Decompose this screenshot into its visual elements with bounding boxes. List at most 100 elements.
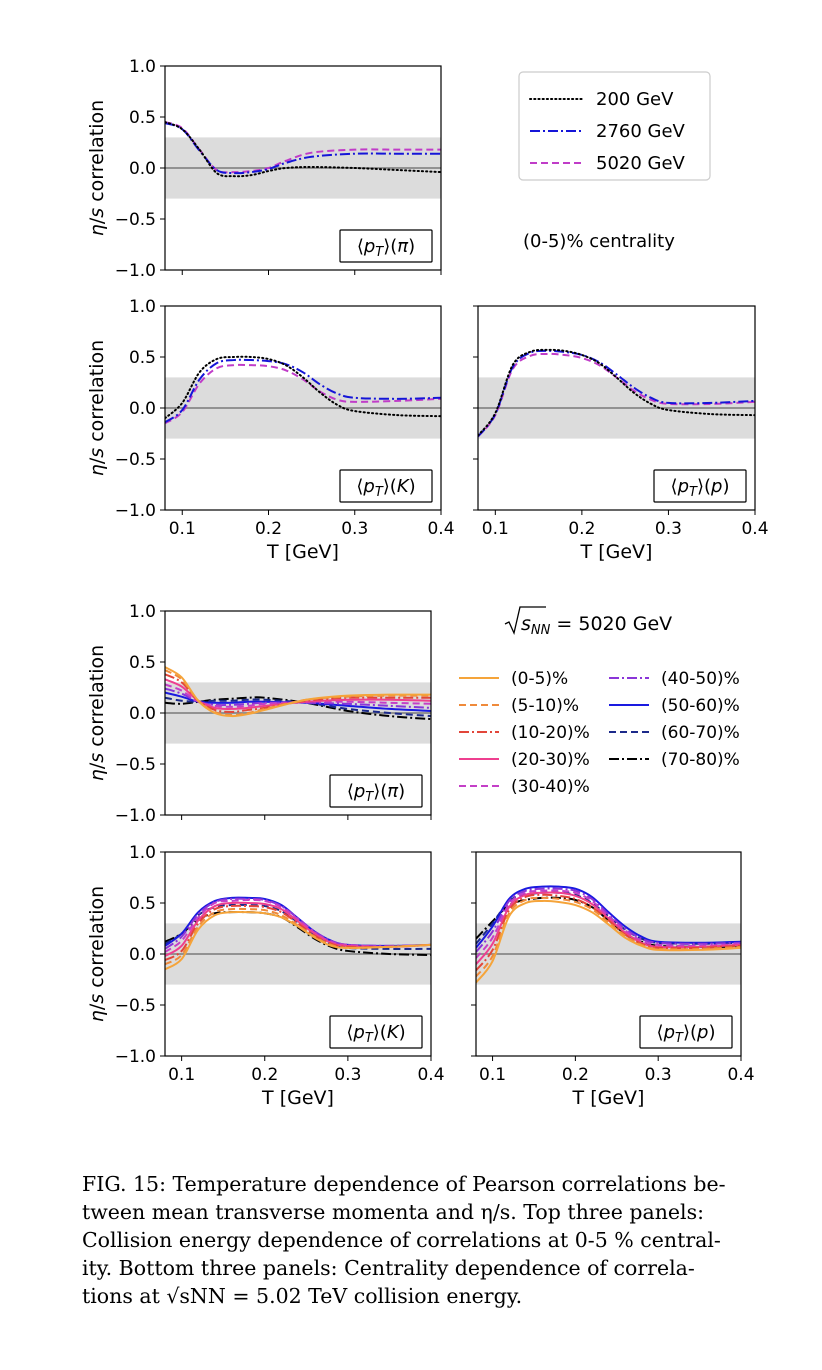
series-line--40-50-: [476, 887, 741, 953]
y-tick-label: 0.5: [129, 653, 156, 673]
caption-line-4: ity. Bottom three panels: Centrality dep…: [82, 1256, 695, 1280]
series-line-5020-gev: [478, 352, 755, 438]
panel-bottom-p: 0.1 0.2 0.3 0.4 T [GeV] ⟨pT⟩(p): [471, 851, 755, 1109]
x-axis-label: T [GeV]: [580, 541, 653, 563]
x-tick-label: 0.3: [334, 1065, 361, 1085]
centrality-note: (0-5)% centrality: [523, 231, 675, 252]
panel-top-K: 0.1 0.2 0.3 0.4 1.0 0.5 0.0 −0.5 −1.0 T [GeV] η/s …: [86, 297, 455, 563]
y-tick-label: 0.5: [129, 894, 156, 914]
y-tick-label: 1.0: [129, 297, 156, 317]
panel-label-box: [339, 229, 433, 263]
series-line-200-gev: [165, 355, 441, 420]
x-tick-label: 0.1: [482, 519, 509, 539]
series-line--10-20-: [165, 904, 431, 962]
y-tick-label: −0.5: [115, 996, 156, 1016]
panel-label: ⟨pT⟩(K): [346, 1022, 405, 1046]
series-line--40-50-: [165, 687, 431, 709]
series-line--0-5-: [165, 666, 431, 718]
caption-line-1: FIG. 15: Temperature dependence of Pears…: [82, 1172, 726, 1196]
series-line--60-70-: [165, 696, 431, 718]
x-tick-label: 0.4: [427, 519, 454, 539]
figure-caption: FIG. 15: Temperature dependence of Pears…: [82, 1170, 772, 1310]
legend-label--70-80-: (70-80)%: [661, 750, 740, 770]
x-tick-label: 0.2: [568, 519, 595, 539]
y-tick-label: 1.0: [129, 843, 156, 863]
x-tick-label: 0.2: [251, 1065, 278, 1085]
legend-label--60-70-: (60-70)%: [661, 723, 740, 743]
legend-label--50-60-: (50-60)%: [661, 696, 740, 716]
series-line--30-40-: [165, 683, 431, 708]
panel-label: ⟨pT⟩(p): [671, 476, 730, 500]
y-tick-label: −0.5: [115, 755, 156, 775]
y-axis-label: η/s correlation: [86, 100, 108, 236]
series-group: [478, 348, 755, 438]
x-tick-label: 0.3: [655, 519, 682, 539]
series-line--30-40-: [165, 898, 431, 953]
x-tick-label: 0.2: [562, 1065, 589, 1085]
series-line--20-30-: [476, 891, 741, 965]
series-line--50-60-: [165, 691, 431, 712]
series-line-2760-gev: [165, 122, 441, 175]
energy-label-text: sNN = 5020 GeV: [521, 613, 672, 638]
series-group: [165, 896, 431, 971]
series-line-5020-gev: [165, 363, 441, 425]
panel-top-p: 0.1 0.2 0.3 0.4 T [GeV] ⟨pT⟩(p): [473, 305, 769, 563]
series-line--50-60-: [476, 885, 741, 949]
series-group: [165, 355, 441, 425]
series-line--40-50-: [165, 897, 431, 950]
x-tick-label: 0.4: [417, 1065, 444, 1085]
y-tick-label: 0.5: [129, 348, 156, 368]
y-tick-label: −0.5: [115, 210, 156, 230]
y-tick-label: −0.5: [115, 450, 156, 470]
y-tick-label: 0.0: [129, 704, 156, 724]
legend-label-200-gev: 200 GeV: [596, 89, 674, 110]
panel-label-box: [653, 469, 747, 503]
legend-label--40-50-: (40-50)%: [661, 669, 740, 689]
caption-line-3: Collision energy dependence of correlati…: [82, 1228, 721, 1252]
x-axis-label: T [GeV]: [266, 541, 339, 563]
panel-label: ⟨pT⟩(π): [347, 781, 405, 805]
x-tick-label: 0.4: [741, 519, 768, 539]
y-tick-label: 1.0: [129, 57, 156, 77]
series-line--10-20-: [476, 893, 741, 971]
y-tick-label: 0.0: [129, 159, 156, 179]
series-line-200-gev: [478, 348, 755, 437]
energy-legend: 200 GeV 2760 GeV 5020 GeV: [518, 71, 711, 181]
series-line--20-30-: [165, 901, 431, 957]
centrality-legend: (0-5)% (5-10)% (10-20)% (20-30)% (30-40)% (40…: [459, 669, 740, 797]
y-axis-label: η/s correlation: [86, 645, 108, 781]
panel-bottom-K: 0.1 0.2 0.3 0.4 1.0 0.5 0.0 −0.5 −1.0 T [GeV] η/s …: [86, 843, 445, 1109]
x-tick-label: 0.2: [255, 519, 282, 539]
legend-label--30-40-: (30-40)%: [511, 777, 590, 797]
sqrt-sign: [504, 606, 546, 636]
panel-label: ⟨pT⟩(K): [356, 476, 415, 500]
legend-label--0-5-: (0-5)%: [511, 669, 568, 689]
panel-label-box: [639, 1015, 733, 1049]
series-line-2760-gev: [165, 358, 441, 424]
legend-label-5020-gev: 5020 GeV: [596, 153, 686, 174]
series-group: [476, 885, 741, 984]
series-line--0-5-: [165, 910, 431, 971]
panel-label-box: [329, 1015, 423, 1049]
energy-legend-box: [518, 71, 711, 181]
legend-label--5-10-: (5-10)%: [511, 696, 579, 716]
x-tick-label: 0.3: [341, 519, 368, 539]
y-axis-label: η/s correlation: [86, 340, 108, 476]
panel-top-pi: 1.0 0.5 0.0 −0.5 −1.0 η/s correlation ⟨pT⟩(π): [86, 57, 442, 281]
y-tick-label: −1.0: [115, 261, 156, 281]
y-tick-label: −1.0: [115, 806, 156, 826]
panel-label: ⟨pT⟩(π): [357, 236, 415, 260]
x-tick-label: 0.4: [727, 1065, 754, 1085]
x-tick-label: 0.3: [645, 1065, 672, 1085]
y-tick-label: 0.5: [129, 108, 156, 128]
energy-label: sNN = 5020 GeV: [504, 606, 672, 638]
caption-line-2: tween mean transverse momenta and η/s. T…: [82, 1200, 705, 1224]
panel-label-box: [329, 774, 423, 808]
panel-label: ⟨pT⟩(p): [657, 1022, 716, 1046]
y-tick-label: 1.0: [129, 602, 156, 622]
y-tick-label: −1.0: [115, 1047, 156, 1067]
y-tick-label: 0.0: [129, 399, 156, 419]
series-group: [165, 121, 441, 178]
panel-label-box: [339, 469, 433, 503]
figure-canvas: 1.0 0.5 0.0 −0.5 −1.0 η/s correlation ⟨pT⟩(π) 0…: [86, 57, 769, 1109]
